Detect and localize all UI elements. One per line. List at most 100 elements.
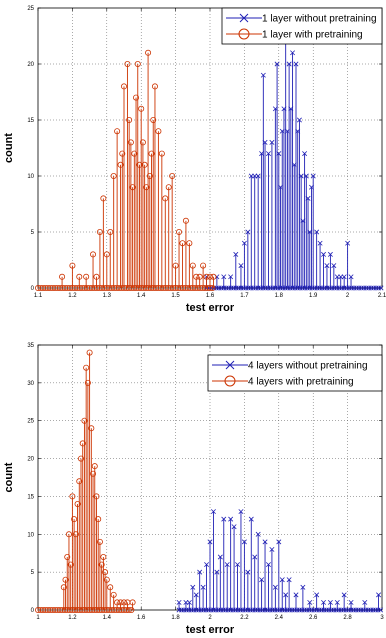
stem-marker bbox=[110, 591, 117, 598]
stem-marker bbox=[341, 274, 347, 280]
stem-marker bbox=[91, 463, 98, 470]
x-tick-label: 2.6 bbox=[309, 615, 318, 621]
y-tick-label: 25 bbox=[27, 6, 34, 12]
stem-marker bbox=[127, 139, 134, 146]
stem-marker bbox=[107, 584, 114, 591]
stem-marker bbox=[193, 592, 199, 598]
stem-marker bbox=[331, 263, 337, 269]
stem-marker bbox=[255, 531, 261, 537]
stem-marker bbox=[345, 240, 351, 246]
x-tick-label: 1.7 bbox=[240, 293, 249, 299]
stem-marker bbox=[302, 151, 308, 157]
stem-marker bbox=[276, 539, 282, 545]
legend-box bbox=[221, 7, 383, 45]
x-tick-label: 1.4 bbox=[103, 615, 112, 621]
stem-marker bbox=[90, 251, 97, 258]
stem-marker bbox=[117, 599, 124, 606]
stem-marker bbox=[204, 562, 210, 568]
x-tick-label: 2.2 bbox=[240, 615, 249, 621]
x-tick-label: 2 bbox=[346, 293, 350, 299]
stem-marker bbox=[314, 229, 320, 235]
stem-marker bbox=[176, 228, 183, 235]
stem-marker bbox=[321, 599, 327, 605]
x-tick-label: 1.3 bbox=[103, 293, 112, 299]
stem-marker bbox=[245, 569, 251, 575]
x-tick-label: 2.8 bbox=[343, 615, 352, 621]
y-tick-label: 5 bbox=[31, 570, 35, 576]
stem-marker bbox=[158, 150, 165, 157]
plot-area bbox=[38, 8, 382, 288]
baseline-marker bbox=[378, 285, 384, 291]
x-tick-label: 1.9 bbox=[309, 293, 318, 299]
stem-marker bbox=[310, 173, 316, 179]
stem-marker bbox=[238, 263, 244, 269]
stem-marker bbox=[60, 584, 67, 591]
stem-marker bbox=[65, 531, 72, 538]
stem-marker bbox=[59, 273, 66, 280]
stem-marker bbox=[96, 538, 103, 545]
stem-marker bbox=[139, 139, 146, 146]
stem-marker bbox=[197, 569, 203, 575]
stem-marker bbox=[165, 184, 172, 191]
stem-marker bbox=[133, 94, 140, 101]
stem-marker bbox=[141, 161, 148, 168]
y-tick-label: 35 bbox=[27, 343, 34, 349]
stem-marker bbox=[238, 509, 244, 515]
stem-marker bbox=[86, 349, 93, 356]
stem-marker bbox=[248, 516, 254, 522]
x-tick-label: 1.1 bbox=[34, 293, 43, 299]
y-tick-label: 0 bbox=[31, 286, 35, 292]
legend: 4 layers without pretraining 4 layers wit… bbox=[207, 354, 383, 392]
stem-marker bbox=[334, 599, 340, 605]
y-tick-label: 25 bbox=[27, 419, 34, 425]
x-axis-label: test error bbox=[186, 624, 235, 636]
y-tick-label: 10 bbox=[27, 532, 34, 538]
stem-marker bbox=[186, 240, 193, 247]
stem-marker bbox=[69, 262, 76, 269]
stem-marker bbox=[72, 531, 79, 538]
stem-marker bbox=[228, 274, 234, 280]
stem-marker bbox=[103, 251, 110, 258]
stem-marker bbox=[269, 139, 275, 145]
stem-marker bbox=[114, 128, 121, 135]
stem-marker bbox=[279, 577, 285, 583]
stem-marker bbox=[241, 539, 247, 545]
x-tick-label: 2.4 bbox=[275, 615, 284, 621]
x-tick-label: 1.6 bbox=[206, 293, 215, 299]
stem-marker bbox=[298, 173, 304, 179]
stem-marker bbox=[376, 592, 382, 598]
stem-marker bbox=[245, 229, 251, 235]
stem-marker bbox=[189, 262, 196, 269]
stem-marker bbox=[90, 470, 97, 477]
stem-marker bbox=[262, 539, 268, 545]
stem-marker bbox=[193, 273, 200, 280]
stem-marker bbox=[131, 150, 138, 157]
stem-marker bbox=[269, 546, 275, 552]
y-tick-label: 0 bbox=[31, 608, 35, 614]
x-tick-label: 3 bbox=[380, 615, 384, 621]
stem-marker bbox=[74, 500, 81, 507]
stem-marker bbox=[179, 240, 186, 247]
stem-marker bbox=[272, 584, 278, 590]
stem-marker bbox=[293, 61, 299, 67]
y-axis-label: count bbox=[3, 462, 15, 492]
stem-marker bbox=[200, 584, 206, 590]
series-2 bbox=[35, 49, 217, 291]
stem-marker bbox=[214, 569, 220, 575]
stem-marker bbox=[286, 61, 292, 67]
stem-marker bbox=[67, 561, 74, 568]
stem-marker bbox=[150, 117, 157, 124]
stem-marker bbox=[210, 509, 216, 515]
stem-marker bbox=[155, 128, 162, 135]
stem-marker bbox=[228, 516, 234, 522]
stem-marker bbox=[233, 251, 239, 257]
legend-marker-x bbox=[239, 13, 249, 23]
stem-marker bbox=[78, 455, 85, 462]
series-2 bbox=[35, 349, 136, 614]
x-tick-label: 2 bbox=[208, 615, 212, 621]
legend-entry-label: 4 layers with pretraining bbox=[248, 377, 354, 388]
stem-marker bbox=[83, 364, 90, 371]
stem-marker bbox=[176, 599, 182, 605]
stem-marker bbox=[235, 562, 241, 568]
